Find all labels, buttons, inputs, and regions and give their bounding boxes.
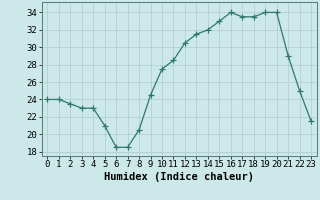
X-axis label: Humidex (Indice chaleur): Humidex (Indice chaleur) bbox=[104, 172, 254, 182]
